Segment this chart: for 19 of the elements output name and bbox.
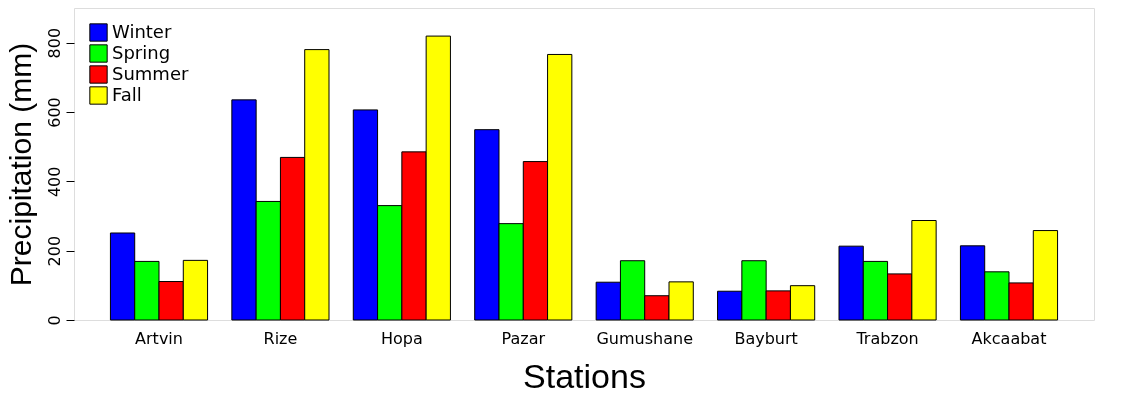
y-axis-title: Precipitation (mm): [3, 42, 37, 287]
x-tick-label: Rize: [263, 328, 298, 348]
y-tick-label: 400: [44, 166, 64, 198]
x-tick-label: Gumushane: [596, 328, 693, 348]
legend-label: Summer: [112, 62, 189, 84]
x-tick-label: Artvin: [135, 328, 183, 348]
x-tick-label: Hopa: [380, 328, 423, 348]
x-tick-label: Pazar: [501, 328, 546, 348]
legend-label: Winter: [112, 20, 172, 42]
x-tick-label: Trabzon: [855, 328, 919, 348]
y-tick-label: 800: [44, 27, 64, 59]
y-tick-label: 200: [44, 235, 64, 267]
x-tick-label: Akcaabat: [971, 328, 1047, 348]
y-tick-label: 0: [44, 315, 64, 326]
x-tick-label: Bayburt: [734, 328, 798, 348]
legend-label: Spring: [112, 41, 171, 63]
y-tick-label: 600: [44, 97, 64, 128]
legend-label: Fall: [112, 83, 142, 105]
x-axis-title: Stations: [523, 356, 646, 395]
